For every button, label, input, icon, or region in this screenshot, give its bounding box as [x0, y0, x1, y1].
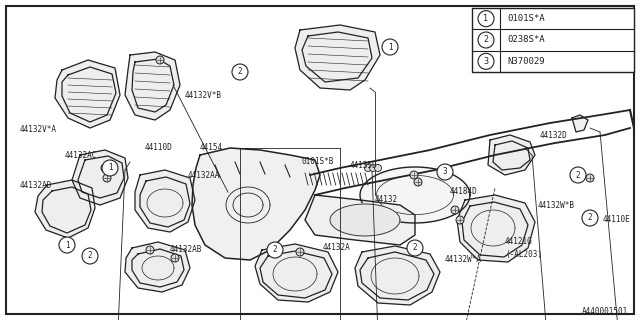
Text: 44135D: 44135D — [350, 161, 378, 170]
Polygon shape — [35, 180, 95, 238]
Text: 1: 1 — [65, 241, 69, 250]
Text: 2: 2 — [88, 252, 92, 260]
Polygon shape — [125, 52, 180, 120]
Circle shape — [570, 167, 586, 183]
Circle shape — [62, 240, 70, 248]
Circle shape — [271, 244, 279, 252]
Circle shape — [437, 164, 453, 180]
Circle shape — [82, 248, 98, 264]
Text: 2: 2 — [273, 245, 277, 254]
Circle shape — [410, 171, 418, 179]
Circle shape — [478, 32, 494, 48]
Text: 44154: 44154 — [200, 143, 223, 153]
Text: 2: 2 — [413, 244, 417, 252]
Text: 3: 3 — [483, 57, 488, 66]
Circle shape — [407, 240, 423, 256]
Circle shape — [456, 216, 464, 224]
Polygon shape — [55, 60, 120, 128]
Text: 44110E: 44110E — [603, 215, 631, 225]
Circle shape — [582, 210, 598, 226]
Circle shape — [374, 164, 381, 172]
Text: 44132AB: 44132AB — [170, 245, 202, 254]
Text: 44132V*A: 44132V*A — [20, 125, 57, 134]
Circle shape — [478, 53, 494, 69]
Text: 3: 3 — [443, 167, 447, 177]
Polygon shape — [72, 150, 128, 205]
Circle shape — [103, 174, 111, 182]
Polygon shape — [330, 204, 400, 236]
Circle shape — [232, 64, 248, 80]
Polygon shape — [255, 244, 338, 302]
Circle shape — [267, 242, 283, 258]
Polygon shape — [572, 115, 588, 132]
Circle shape — [382, 39, 398, 55]
Circle shape — [386, 43, 394, 51]
Text: 1: 1 — [388, 43, 392, 52]
Circle shape — [576, 169, 584, 177]
Text: 44121G: 44121G — [505, 237, 532, 246]
Text: 2: 2 — [576, 171, 580, 180]
Polygon shape — [305, 195, 415, 245]
Circle shape — [86, 251, 94, 259]
Circle shape — [146, 246, 154, 254]
Circle shape — [296, 248, 304, 256]
Text: 44132AD: 44132AD — [20, 180, 52, 189]
Text: 2: 2 — [483, 36, 488, 44]
Circle shape — [171, 254, 179, 262]
Circle shape — [102, 160, 118, 176]
Bar — [472, 8, 634, 72]
Text: 44132W*B: 44132W*B — [538, 201, 575, 210]
Circle shape — [478, 11, 494, 27]
Circle shape — [414, 178, 422, 186]
Polygon shape — [192, 148, 320, 260]
Polygon shape — [457, 195, 535, 262]
Text: 44132D: 44132D — [540, 131, 568, 140]
Text: 44110D: 44110D — [145, 143, 173, 153]
Polygon shape — [295, 25, 380, 90]
Text: 44132A: 44132A — [323, 244, 351, 252]
Circle shape — [365, 164, 371, 172]
Text: 2: 2 — [588, 213, 592, 222]
Text: 0238S*A: 0238S*A — [507, 36, 545, 44]
Circle shape — [101, 164, 109, 172]
Text: 0101S*B: 0101S*B — [302, 157, 334, 166]
Polygon shape — [355, 246, 440, 305]
Text: 44132W*A: 44132W*A — [445, 255, 482, 265]
Polygon shape — [360, 167, 470, 223]
Text: A440001501: A440001501 — [582, 308, 628, 316]
Text: 0101S*A: 0101S*A — [507, 14, 545, 23]
Circle shape — [156, 56, 164, 64]
Polygon shape — [488, 135, 535, 175]
Text: 2: 2 — [237, 68, 243, 76]
Text: (-AL203): (-AL203) — [505, 251, 542, 260]
Circle shape — [59, 237, 75, 253]
Text: 44132AA: 44132AA — [188, 171, 220, 180]
Circle shape — [586, 174, 594, 182]
Text: 44132: 44132 — [375, 196, 398, 204]
Text: 44132V*B: 44132V*B — [185, 91, 222, 100]
Circle shape — [369, 164, 376, 172]
Polygon shape — [125, 242, 190, 292]
Polygon shape — [135, 170, 195, 232]
Text: N370029: N370029 — [507, 57, 545, 66]
Text: 44132AC: 44132AC — [65, 150, 97, 159]
Circle shape — [451, 206, 459, 214]
Text: 1: 1 — [108, 164, 112, 172]
Text: 44184D: 44184D — [450, 188, 477, 196]
Text: 1: 1 — [483, 14, 488, 23]
